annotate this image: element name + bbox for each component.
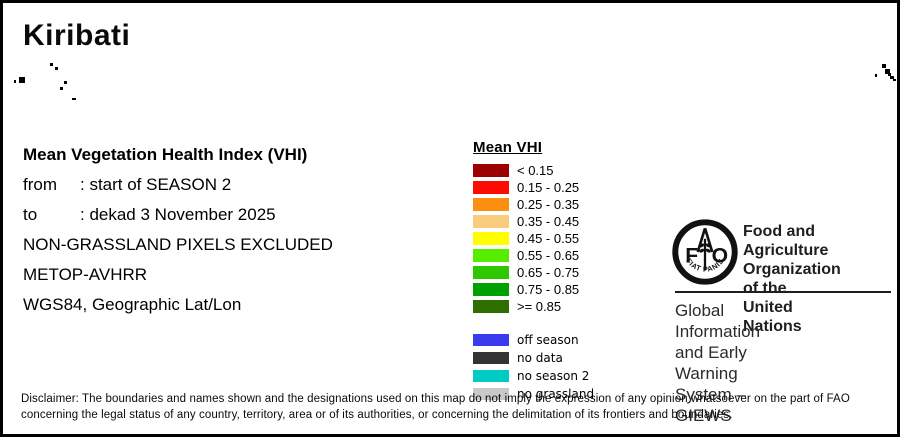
legend-swatch: [473, 198, 509, 211]
legend-label: 0.35 - 0.45: [517, 214, 580, 229]
legend-swatch: [473, 215, 509, 228]
metadata-label: from: [23, 175, 57, 194]
legend-label: < 0.15: [517, 163, 554, 178]
metadata-value: METOP-AVHRR: [23, 265, 148, 284]
legend-label: no grassland: [517, 386, 595, 401]
legend-item: 0.15 - 0.25: [473, 179, 594, 196]
legend-label: 0.75 - 0.85: [517, 282, 580, 297]
legend-item: 0.75 - 0.85: [473, 281, 594, 298]
legend-swatch: [473, 249, 509, 262]
legend-swatch: [473, 232, 509, 245]
giews-line: Warning System – GIEWS: [675, 364, 746, 425]
legend-spacer: [473, 315, 594, 331]
island-speck: [19, 77, 25, 83]
island-speck: [50, 63, 53, 66]
legend-item: 0.55 - 0.65: [473, 247, 594, 264]
fao-org-line: United Nations: [743, 299, 802, 335]
disclaimer-line: Disclaimer: The boundaries and names sho…: [21, 393, 850, 405]
svg-text:F: F: [685, 245, 698, 268]
island-speck: [72, 98, 76, 100]
svg-text:O: O: [712, 245, 728, 268]
fao-logo-icon: F O FIAT PANIS: [672, 219, 738, 285]
legend-swatch: [473, 370, 509, 382]
metadata-row-pixels: NON-GRASSLAND PIXELS EXCLUDED: [23, 234, 333, 264]
legend-swatch: [473, 388, 509, 400]
legend-label: off season: [517, 332, 579, 347]
metadata-value: WGS84, Geographic Lat/Lon: [23, 295, 242, 314]
island-speck: [64, 81, 67, 84]
legend-swatch: [473, 283, 509, 296]
island-speck: [875, 74, 877, 77]
legend-swatch: [473, 352, 509, 364]
legend-label: 0.45 - 0.55: [517, 231, 580, 246]
fao-org-name: Food and Agriculture Organization of the…: [743, 222, 841, 336]
legend-swatch: [473, 300, 509, 313]
metadata-value: : dekad 3 November 2025: [80, 205, 276, 224]
legend-swatch: [473, 181, 509, 194]
island-speck: [890, 76, 894, 79]
legend-label: >= 0.85: [517, 299, 562, 314]
legend-item: 0.65 - 0.75: [473, 264, 594, 281]
legend-item: no grassland: [473, 385, 594, 403]
island-speck: [885, 69, 890, 74]
legend-swatch: [473, 266, 509, 279]
metadata-row-from: from : start of SEASON 2: [23, 174, 333, 204]
metadata-row-to: to : dekad 3 November 2025: [23, 204, 333, 234]
island-speck: [882, 64, 886, 68]
legend-label: 0.65 - 0.75: [517, 265, 580, 280]
metadata-row-projection: WGS84, Geographic Lat/Lon: [23, 294, 333, 324]
island-speck: [893, 79, 896, 81]
legend-item: 0.35 - 0.45: [473, 213, 594, 230]
legend-item: >= 0.85: [473, 298, 594, 315]
legend-swatch: [473, 164, 509, 177]
giews-name: Global Information and Early Warning Sys…: [675, 300, 760, 426]
giews-line: Global Information and Early: [675, 301, 761, 362]
legend-label: 0.15 - 0.25: [517, 180, 580, 195]
disclaimer-text: Disclaimer: The boundaries and names sho…: [21, 392, 850, 423]
legend: Mean VHI < 0.15 0.15 - 0.25 0.25 - 0.35 …: [473, 139, 594, 403]
metadata-heading: Mean Vegetation Health Index (VHI): [23, 145, 308, 164]
legend-label: no season 2: [517, 368, 590, 383]
island-speck: [60, 87, 63, 90]
fao-divider-line: [675, 291, 891, 293]
legend-label: no data: [517, 350, 563, 365]
legend-label: 0.25 - 0.35: [517, 197, 580, 212]
legend-swatch: [473, 334, 509, 346]
disclaimer-line: concerning the legal status of any count…: [21, 408, 733, 421]
metadata-value: NON-GRASSLAND PIXELS EXCLUDED: [23, 235, 333, 254]
legend-item: 0.25 - 0.35: [473, 196, 594, 213]
map-metadata-block: Mean Vegetation Health Index (VHI) from:…: [23, 144, 333, 324]
legend-item: no season 2: [473, 367, 594, 385]
legend-label: 0.55 - 0.65: [517, 248, 580, 263]
page-title: Kiribati: [23, 19, 131, 52]
fao-org-line: Food and Agriculture: [743, 223, 829, 259]
legend-item: off season: [473, 331, 594, 349]
legend-item: < 0.15: [473, 162, 594, 179]
legend-item: no data: [473, 349, 594, 367]
island-speck: [14, 80, 16, 83]
metadata-label: to: [23, 205, 38, 224]
island-speck: [55, 67, 58, 70]
legend-title: Mean VHI: [473, 139, 543, 156]
legend-item: 0.45 - 0.55: [473, 230, 594, 247]
island-speck: [888, 73, 891, 76]
metadata-row-sensor: METOP-AVHRR: [23, 264, 333, 294]
metadata-value: : start of SEASON 2: [80, 175, 232, 194]
